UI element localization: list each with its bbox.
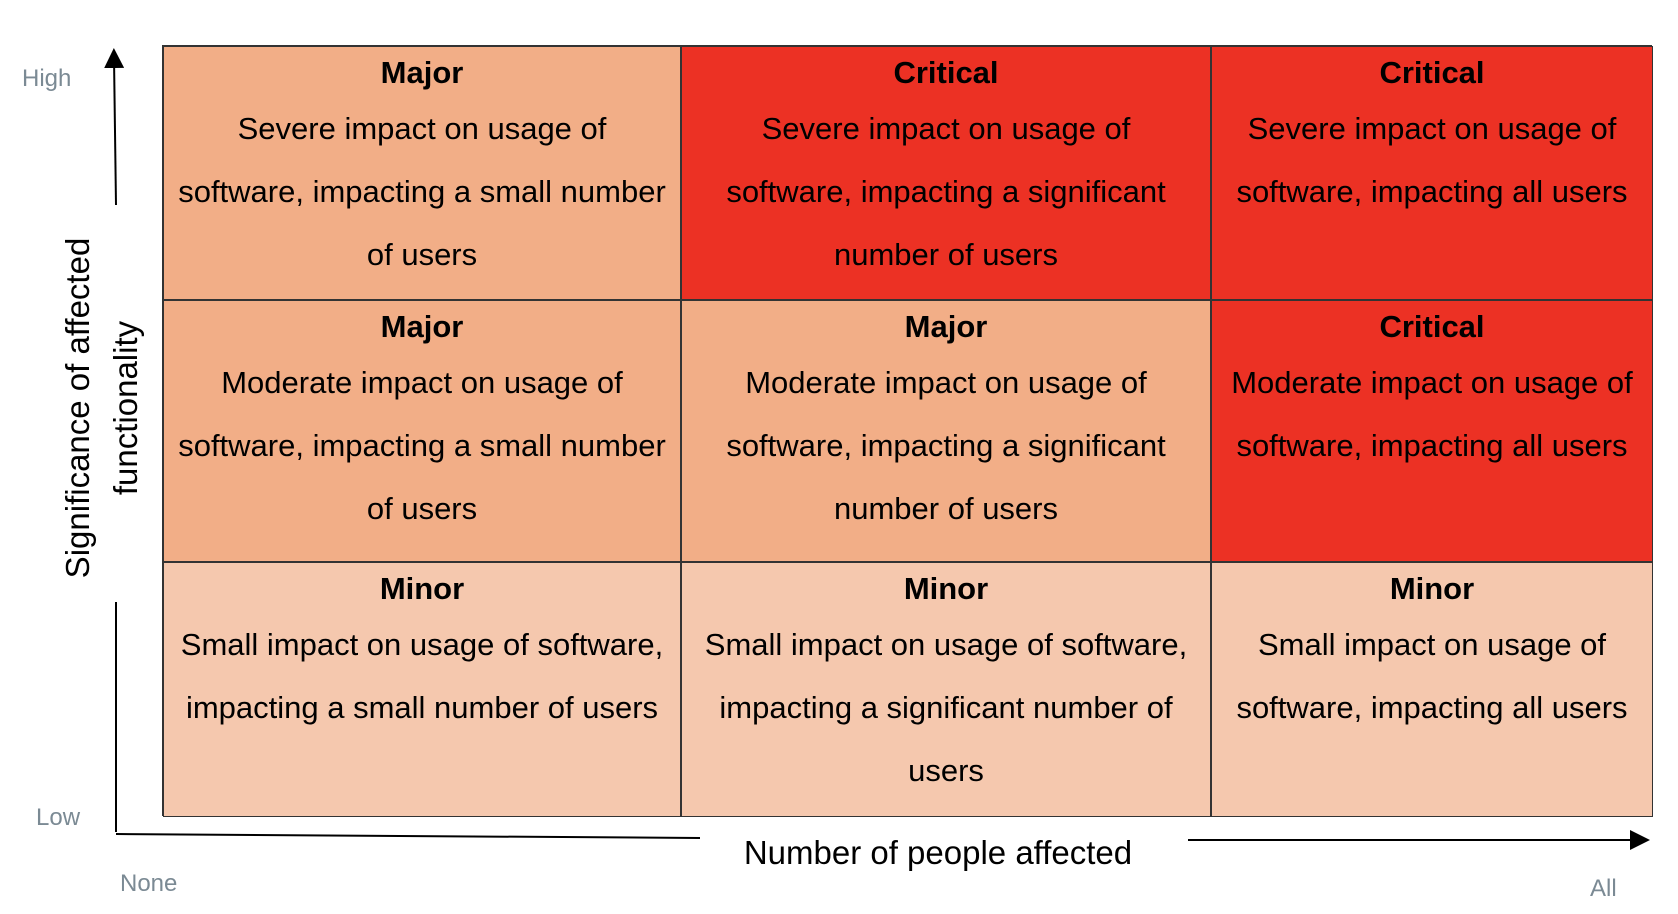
cell-severity-title: Minor <box>903 571 989 606</box>
matrix-cell-critical: Critical Moderate impact on usage of soft… <box>1211 300 1653 562</box>
cell-severity-title: Critical <box>1379 55 1485 90</box>
y-high-label: High <box>22 65 72 92</box>
cell-severity-title: Major <box>380 55 464 90</box>
x-all-label: All <box>1590 875 1617 902</box>
cell-description: Moderate impact on usage of software, im… <box>1231 365 1633 463</box>
x-axis-left-line <box>115 833 701 839</box>
cell-description: Severe impact on usage of software, impa… <box>1236 111 1628 209</box>
matrix-cell-major: Major Moderate impact on usage of softwar… <box>163 300 681 562</box>
y-low-label: Low <box>36 804 81 831</box>
y-axis-upper-arrow <box>104 48 125 206</box>
matrix-cell-minor: Minor Small impact on usage of software, … <box>1211 562 1653 817</box>
severity-matrix: Major Severe impact on usage of software,… <box>162 45 1653 817</box>
cell-description: Small impact on usage of software, impac… <box>704 627 1188 788</box>
y-axis-title-line1: Significance of affected <box>59 237 96 579</box>
cell-description: Small impact on usage of software, impac… <box>1236 627 1628 725</box>
cell-description: Severe impact on usage of software, impa… <box>178 111 666 272</box>
cell-severity-title: Critical <box>1379 309 1485 344</box>
cell-description: Small impact on usage of software, impac… <box>180 627 664 725</box>
cell-description: Moderate impact on usage of software, im… <box>726 365 1166 526</box>
x-axis-title: Number of people affected <box>743 834 1133 871</box>
matrix-cell-minor: Minor Small impact on usage of software, … <box>681 562 1211 817</box>
matrix-cell-critical: Critical Severe impact on usage of softwa… <box>681 46 1211 300</box>
matrix-cell-minor: Minor Small impact on usage of software, … <box>163 562 681 817</box>
cell-description: Moderate impact on usage of software, im… <box>178 365 666 526</box>
cell-description: Severe impact on usage of software, impa… <box>726 111 1166 272</box>
x-none-label: None <box>120 870 178 897</box>
cell-severity-title: Minor <box>1389 571 1475 606</box>
matrix-cell-major: Major Moderate impact on usage of softwar… <box>681 300 1211 562</box>
cell-severity-title: Major <box>904 309 988 344</box>
cell-severity-title: Minor <box>379 571 465 606</box>
cell-severity-title: Major <box>380 309 464 344</box>
y-axis-title-line2: functionality <box>107 320 144 496</box>
cell-severity-title: Critical <box>893 55 999 90</box>
matrix-cell-critical: Critical Severe impact on usage of softwa… <box>1211 46 1653 300</box>
matrix-cell-major: Major Severe impact on usage of software,… <box>163 46 681 300</box>
